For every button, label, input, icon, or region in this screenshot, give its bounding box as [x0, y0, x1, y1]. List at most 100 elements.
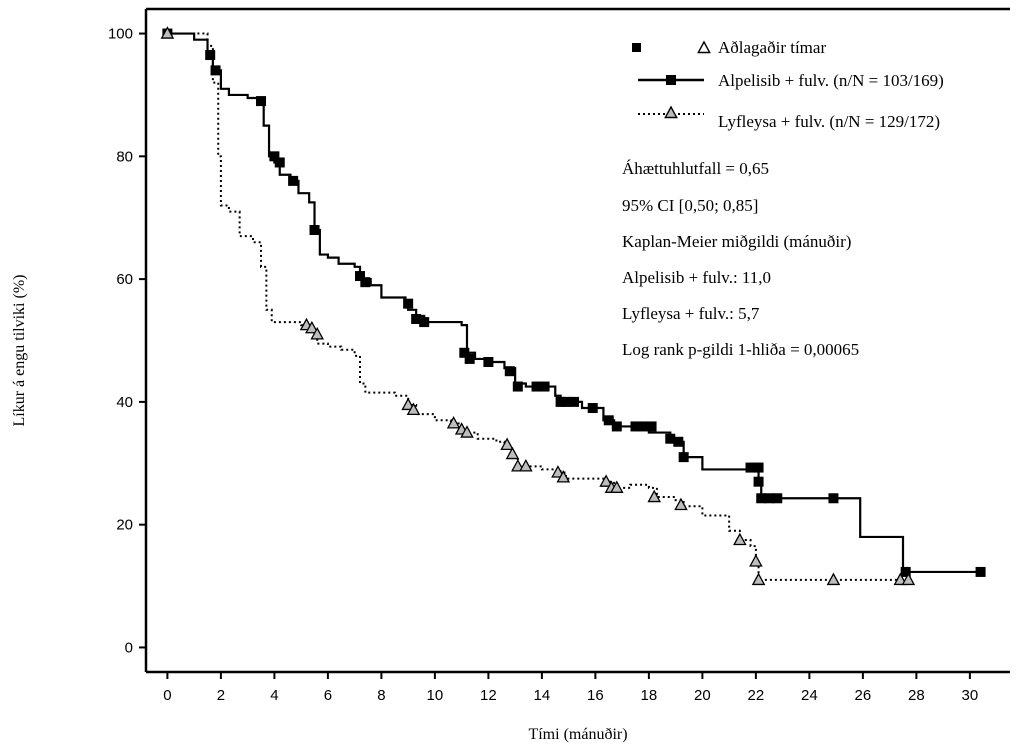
confidence-interval-text: 95% CI [0,50; 0,85] [622, 196, 758, 215]
x-axis-ticks: 0 2 4 6 8 10 12 14 16 18 20 22 24 26 28 30 [163, 672, 978, 704]
log-rank-text: Log rank p-gildi 1-hliða = 0,00065 [622, 340, 859, 359]
censor-marker-alpelisib [464, 353, 475, 364]
censor-marker-alpelisib [611, 421, 622, 432]
censor-marker-alpelisib [900, 566, 911, 577]
x-tick-label: 16 [587, 687, 604, 704]
x-tick-label: 10 [427, 687, 444, 704]
x-tick-label: 20 [694, 687, 711, 704]
hazard-ratio-text: Áhættuhlutfall = 0,65 [622, 159, 769, 178]
legend-entry-alpelisib: Alpelisib + fulv. (n/N = 103/169) [718, 71, 944, 90]
legend-censored-label: Aðlagaðir tímar [718, 38, 826, 57]
x-tick-label: 2 [217, 687, 225, 704]
y-tick-label: 60 [116, 271, 133, 288]
censor-marker-lyfleysa [160, 26, 175, 39]
censor-marker-alpelisib [665, 433, 676, 444]
censor-marker-lyfleysa [505, 446, 520, 460]
x-tick-label: 8 [377, 687, 385, 704]
censor-marker-alpelisib [288, 175, 299, 186]
censor-marker-alpelisib [555, 396, 566, 407]
censor-marker-alpelisib [678, 452, 689, 463]
censor-marker-alpelisib [638, 421, 649, 432]
censor-marker-lyfleysa [401, 397, 415, 411]
censor-marker-lyfleysa [460, 425, 474, 438]
censor-marker-lyfleysa [749, 554, 763, 567]
censor-marker-lyfleysa [310, 326, 324, 340]
km-median-heading: Kaplan-Meier miðgildi (mánuðir) [622, 232, 851, 251]
censor-marker-lyfleysa [733, 532, 747, 546]
censor-marker-alpelisib [975, 566, 986, 577]
censor-marker-alpelisib [274, 157, 285, 168]
legend-entry-lyfleysa: Lyfleysa + fulv. (n/N = 129/172) [718, 112, 940, 131]
censor-marker-lyfleysa [500, 437, 514, 451]
censor-marker-alpelisib [459, 347, 470, 358]
censor-marker-lyfleysa [511, 458, 525, 472]
x-tick-label: 4 [270, 687, 278, 704]
censor-marker-lyfleysa [751, 572, 766, 586]
median-lyfleysa-text: Lyfleysa + fulv.: 5,7 [622, 304, 760, 323]
censor-marker-alpelisib [539, 381, 550, 392]
censor-marker-alpelisib [512, 381, 523, 392]
x-tick-label: 26 [855, 687, 872, 704]
censor-marker-alpelisib [309, 225, 320, 235]
x-tick-label: 6 [324, 687, 332, 704]
censor-marker-alpelisib [772, 493, 783, 504]
legend-censor-triangle-marker [697, 40, 711, 54]
x-tick-label: 18 [641, 687, 658, 704]
x-tick-label: 22 [748, 687, 765, 704]
censor-marker-lyfleysa [826, 572, 841, 586]
censor-marker-lyfleysa [599, 474, 613, 487]
legend-censor-square-marker [632, 43, 641, 52]
y-axis-ticks: 0 20 40 60 80 100 [108, 26, 146, 656]
censor-marker-lyfleysa [609, 480, 624, 493]
censor-marker-lyfleysa [901, 572, 916, 586]
censor-marker-alpelisib [568, 396, 579, 407]
y-tick-label: 80 [116, 148, 133, 165]
censor-marker-lyfleysa [893, 572, 908, 586]
censor-marker-alpelisib [630, 421, 641, 432]
median-alpelisib-text: Alpelisib + fulv.: 11,0 [622, 268, 771, 287]
x-tick-label: 12 [480, 687, 497, 704]
censor-marker-alpelisib [210, 65, 221, 76]
statistics-annotations: Áhættuhlutfall = 0,65 95% CI [0,50; 0,85… [622, 159, 859, 359]
y-axis-label: Líkur á engu tilviki (%) [11, 275, 28, 427]
censor-marker-alpelisib [256, 96, 267, 107]
censor-marker-lyfleysa [446, 416, 461, 429]
censor-marker-lyfleysa [305, 320, 319, 334]
censor-marker-alpelisib [419, 317, 430, 328]
censor-marker-alpelisib [828, 493, 839, 504]
x-axis-label: Tími (mánuðir) [528, 726, 627, 743]
censor-marker-alpelisib [483, 356, 494, 367]
censor-marker-alpelisib [411, 314, 422, 325]
plot-frame [144, 7, 1010, 674]
censor-marker-lyfleysa [674, 497, 688, 511]
censor-marker-alpelisib [753, 476, 764, 487]
censor-marker-lyfleysa [519, 458, 533, 472]
censor-marker-alpelisib [673, 436, 684, 447]
censor-marker-alpelisib [269, 151, 280, 162]
censor-marker-alpelisib [756, 493, 767, 504]
censor-marker-lyfleysa [406, 402, 421, 416]
legend-square-marker-alpelisib [666, 75, 676, 85]
censor-marker-alpelisib [360, 277, 371, 288]
x-tick-label: 30 [962, 687, 979, 704]
legend-triangle-marker-lyfleysa [664, 105, 678, 119]
y-tick-label: 100 [108, 26, 133, 43]
censor-marker-alpelisib [560, 396, 571, 407]
censor-marker-lyfleysa [647, 489, 662, 503]
censor-markers [160, 26, 986, 586]
x-tick-label: 28 [908, 687, 925, 704]
censor-marker-alpelisib [354, 271, 365, 282]
x-tick-label: 0 [163, 687, 171, 704]
censor-marker-alpelisib [587, 403, 598, 414]
censor-marker-alpelisib [745, 462, 756, 473]
censor-marker-alpelisib [205, 50, 216, 61]
censor-marker-alpelisib [646, 421, 657, 432]
legend: Aðlagaðir tímar Alpelisib + fulv. (n/N =… [632, 38, 944, 131]
y-tick-label: 40 [116, 394, 133, 411]
censor-marker-alpelisib [531, 381, 542, 392]
y-tick-label: 0 [125, 639, 133, 656]
censor-marker-alpelisib [603, 415, 614, 426]
censor-marker-alpelisib [753, 462, 764, 473]
censor-marker-alpelisib [504, 366, 515, 377]
